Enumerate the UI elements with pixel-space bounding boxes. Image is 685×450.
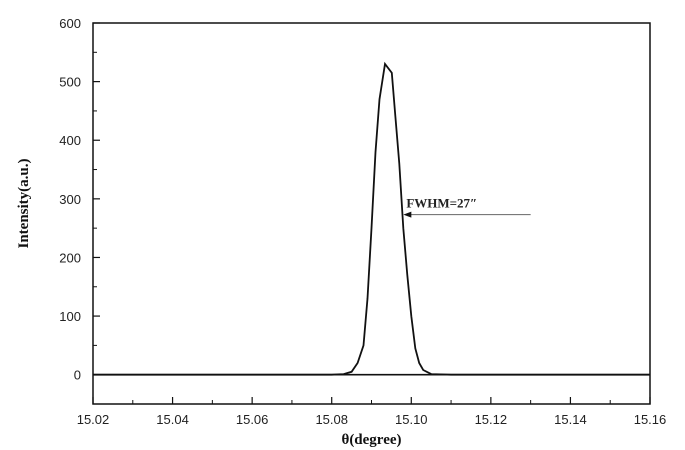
annotation-text: FWHM=27″ xyxy=(406,196,477,211)
y-tick-label: 400 xyxy=(59,133,81,148)
x-tick-label: 15.04 xyxy=(156,412,189,427)
x-tick-label: 15.02 xyxy=(77,412,110,427)
y-tick-label: 500 xyxy=(59,75,81,90)
y-tick-label: 100 xyxy=(59,309,81,324)
x-tick-label: 15.12 xyxy=(475,412,508,427)
x-tick-label: 15.16 xyxy=(634,412,667,427)
x-tick-label: 15.14 xyxy=(554,412,587,427)
y-tick-label: 200 xyxy=(59,250,81,265)
y-tick-label: 0 xyxy=(74,368,81,383)
y-tick-label: 600 xyxy=(59,16,81,31)
x-tick-label: 15.08 xyxy=(315,412,348,427)
annotation-arrow-head xyxy=(403,211,412,218)
axes: 15.02 15.04 15.06 15.08 15.10 15.12 15.14 15.16… xyxy=(59,16,666,427)
annotation: FWHM=27″ xyxy=(403,196,531,218)
y-axis-label: Intensity(a.u.) xyxy=(16,158,32,248)
x-tick-label: 15.10 xyxy=(395,412,428,427)
x-tick-label: 15.06 xyxy=(236,412,269,427)
series-line xyxy=(93,61,650,376)
x-axis-label: θ(degree) xyxy=(341,432,401,448)
y-tick-label: 300 xyxy=(59,192,81,207)
